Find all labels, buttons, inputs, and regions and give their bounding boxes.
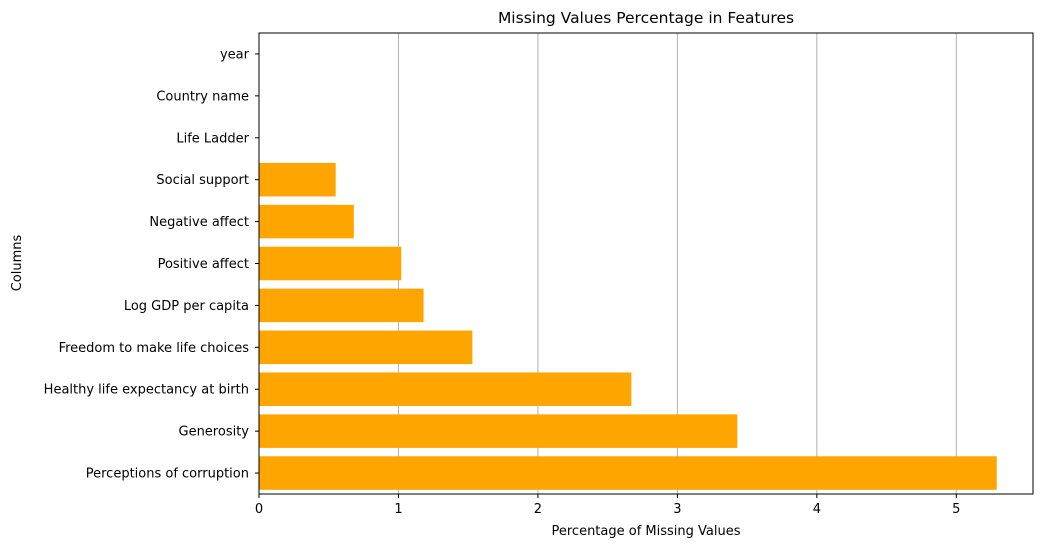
bar-2: [259, 372, 632, 406]
bar-4: [259, 288, 424, 323]
x-tick-label-2: 2: [534, 502, 542, 517]
x-tick-labels: 0 1 2 3 4 5: [255, 502, 961, 517]
y-tick-label-7: Social support: [156, 173, 249, 188]
x-tick-label-1: 1: [394, 502, 402, 517]
y-tick-label-8: Life Ladder: [176, 131, 249, 146]
y-tick-label-0: Perceptions of corruption: [86, 467, 249, 482]
chart-title: Missing Values Percentage in Features: [498, 9, 794, 27]
x-tick-label-0: 0: [255, 502, 263, 517]
bar-7: [259, 162, 336, 197]
y-axis-label: Columns: [10, 234, 25, 291]
plot-frame: [258, 32, 1034, 495]
y-tick-label-1: Generosity: [179, 425, 250, 440]
axes: [255, 32, 1034, 498]
x-tick-label-5: 5: [952, 502, 960, 517]
x-tick-label-4: 4: [813, 502, 821, 517]
y-tick-label-3: Freedom to make life choices: [59, 341, 250, 356]
y-tick-label-9: Country name: [156, 89, 249, 104]
y-tick-label-5: Positive affect: [158, 257, 249, 272]
y-tick-label-4: Log GDP per capita: [124, 299, 249, 314]
y-tick-label-10: year: [220, 47, 250, 62]
bar-5: [259, 246, 402, 281]
bars: [259, 162, 997, 490]
y-tick-labels: Perceptions of corruption Generosity Healt…: [44, 47, 250, 481]
x-tick-label-3: 3: [673, 502, 681, 517]
bar-0: [259, 456, 997, 490]
bar-1: [259, 414, 738, 448]
y-tick-label-2: Healthy life expectancy at birth: [44, 383, 249, 398]
bar-6: [259, 204, 354, 239]
bar-3: [259, 330, 473, 365]
x-axis-label: Percentage of Missing Values: [551, 524, 740, 539]
y-tick-label-6: Negative affect: [149, 215, 249, 230]
